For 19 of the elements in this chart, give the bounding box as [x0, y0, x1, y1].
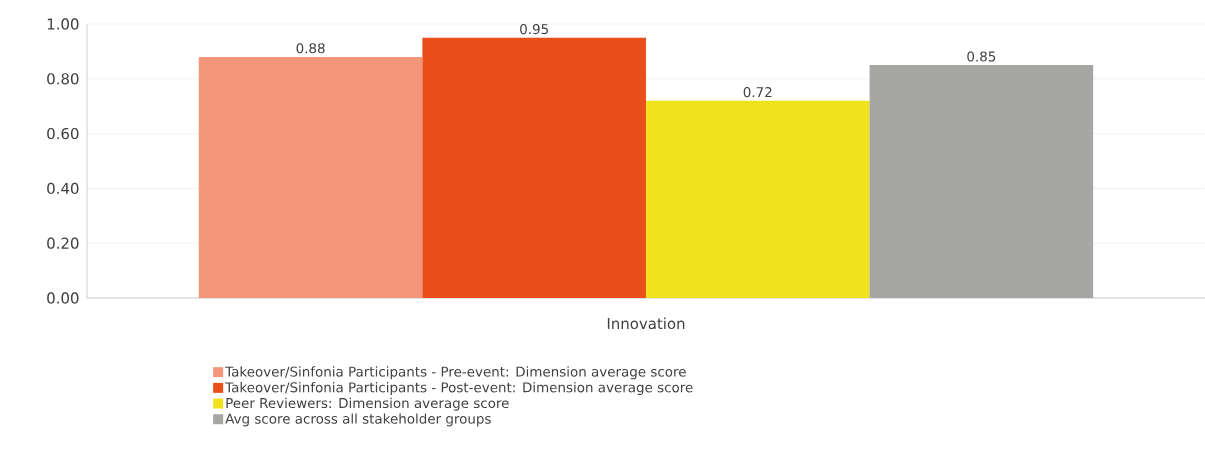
y-tick-label: 0.20 — [47, 237, 79, 249]
legend-label: Takeover/Sinfonia Participants - Post-event: Dimension average score — [225, 382, 693, 396]
data-label: 0.72 — [743, 87, 772, 98]
legend-label: Avg score across all stakeholder groups — [225, 413, 491, 427]
data-label: 0.95 — [520, 24, 548, 35]
bar — [645, 100, 870, 298]
legend-label: Peer Reviewers: Dimension average score — [226, 397, 509, 411]
y-tick-label: 0.60 — [47, 127, 79, 140]
y-tick-label: 0.40 — [47, 182, 79, 195]
data-label: 0.85 — [967, 51, 996, 62]
legend-label: Takeover/Sinfonia Participants - Pre-event: Dimension average score — [225, 366, 686, 380]
x-tick-label: Innovation — [607, 317, 685, 330]
data-label: 0.88 — [296, 43, 325, 54]
y-tick-label: 0.80 — [47, 73, 79, 85]
bar — [869, 65, 1094, 298]
bar — [422, 37, 646, 298]
y-tick-label: 1.00 — [47, 18, 79, 30]
bar — [198, 56, 423, 298]
y-tick-label: 0.00 — [47, 292, 79, 304]
